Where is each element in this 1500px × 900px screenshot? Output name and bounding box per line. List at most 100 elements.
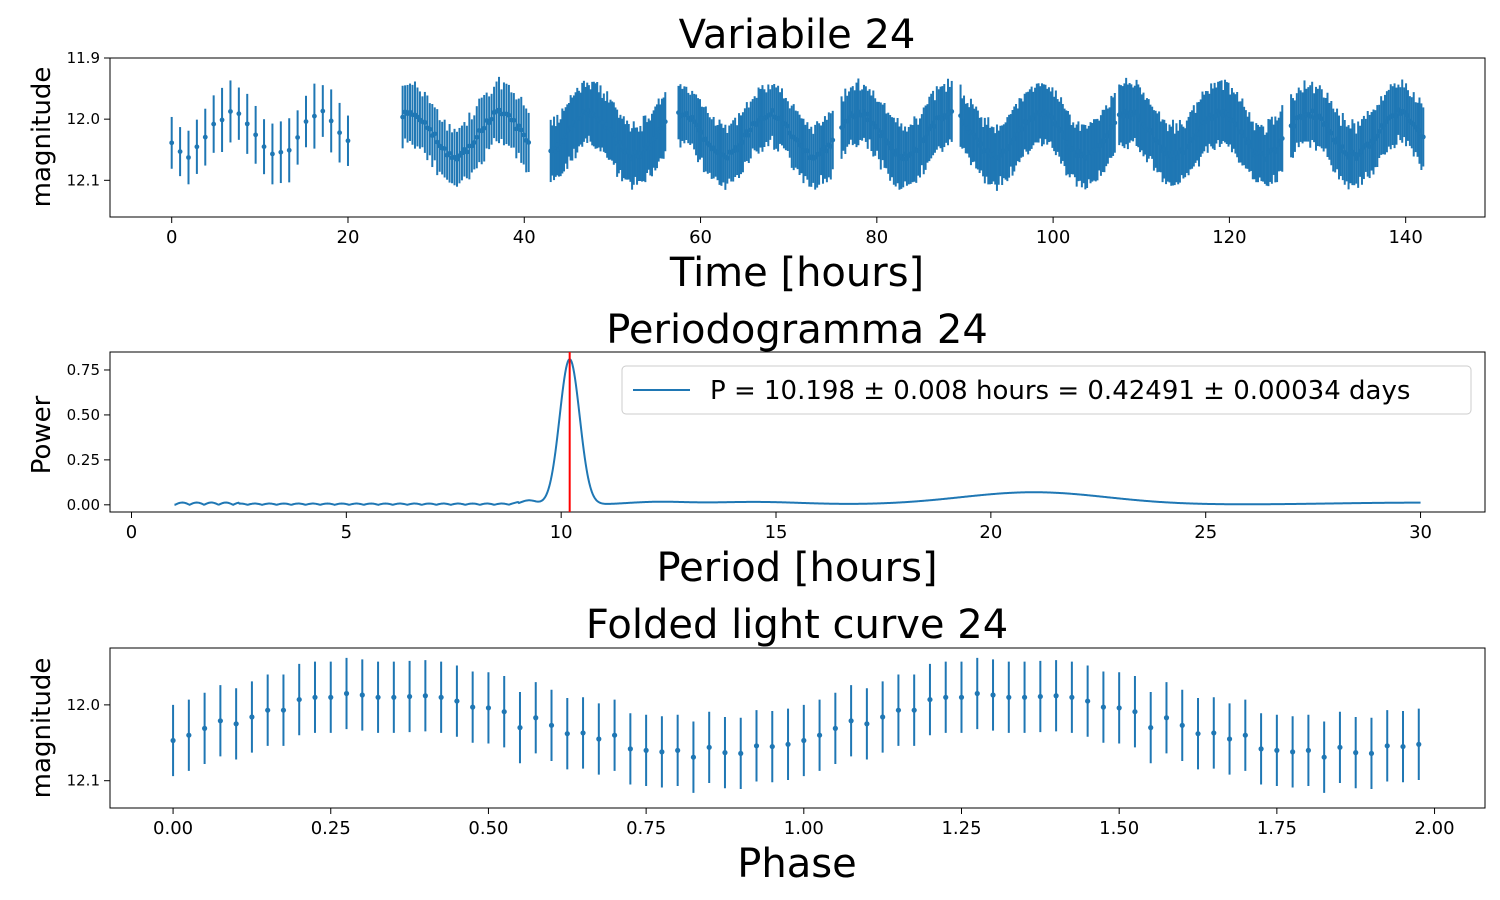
data-point: [496, 107, 502, 113]
folded-curve-panel: Folded light curve 24 0.00 0.25 0.50 0.75 1.…: [27, 602, 1486, 887]
data-point: [706, 744, 712, 750]
data-point: [526, 140, 532, 145]
x-tick-label: 0.75: [626, 818, 666, 839]
data-point: [459, 150, 465, 156]
x-tick-label: 1.50: [1099, 818, 1139, 839]
x-tick-label: 140: [1388, 227, 1422, 248]
x-tick-label: 1.25: [941, 818, 981, 839]
data-point: [236, 111, 242, 117]
data-point: [343, 690, 350, 697]
legend-entry: P = 10.198 ± 0.008 hours = 0.42491 ± 0.0…: [710, 376, 1410, 406]
data-point: [469, 143, 475, 149]
data-point: [438, 694, 444, 700]
periodogram-x-ticks: 0 5 10 15 20 25 30: [126, 512, 1432, 543]
y-tick-label: 0.75: [67, 361, 100, 379]
periodogram-x-label: Period [hours]: [656, 545, 937, 591]
data-point: [501, 709, 507, 715]
folded-curve-x-ticks: 0.00 0.25 0.50 0.75 1.00 1.25 1.50 1.75 2.00: [153, 808, 1455, 839]
data-point: [359, 692, 365, 698]
data-point: [422, 120, 428, 125]
data-point: [564, 731, 570, 737]
data-point: [533, 715, 539, 721]
data-point: [177, 149, 183, 155]
data-point: [471, 139, 477, 145]
data-point: [328, 118, 334, 124]
data-point: [217, 718, 223, 724]
data-point: [1226, 736, 1233, 742]
data-point: [516, 123, 522, 129]
data-point: [391, 694, 397, 700]
folded-curve-title: Folded light curve 24: [586, 602, 1008, 648]
data-point: [312, 113, 317, 119]
data-point: [320, 108, 326, 114]
x-tick-label: 1.00: [784, 818, 824, 839]
data-point: [801, 737, 807, 744]
data-point: [627, 746, 633, 752]
x-tick-label: 0: [126, 522, 137, 543]
light-curve-data: [169, 76, 1426, 191]
periodogram-legend: P = 10.198 ± 0.008 hours = 0.42491 ± 0.0…: [621, 365, 1472, 415]
data-point: [611, 732, 618, 738]
x-tick-label: 2.00: [1415, 818, 1455, 839]
folded-curve-axes: [109, 647, 1486, 809]
data-point: [990, 692, 996, 698]
data-point: [1053, 693, 1059, 699]
data-point: [286, 147, 292, 153]
data-point: [1368, 750, 1375, 757]
legend-frame: [621, 365, 1472, 415]
data-point: [280, 707, 287, 713]
data-point: [427, 126, 433, 132]
periodogram-panel: Periodogramma 24 0 5 10 15 20 25 30 0.000.250.…: [27, 307, 1486, 591]
data-point: [1021, 694, 1028, 700]
data-point: [434, 139, 440, 145]
x-tick-label: 25: [1194, 522, 1217, 543]
data-point: [1305, 747, 1311, 753]
data-point: [785, 741, 791, 747]
data-point: [219, 117, 225, 123]
data-point: [753, 743, 760, 749]
light-curve-x-ticks: 0 20 40 60 80 100 120 140: [166, 217, 1423, 248]
periodogram-y-label: Power: [27, 395, 57, 474]
light-curve-panel: Variabile 24 0 20 40 60 80 100 120 140 11.9 12.0…: [27, 12, 1486, 296]
data-point: [270, 151, 275, 157]
data-point: [485, 705, 492, 711]
data-point: [169, 140, 175, 146]
data-point: [447, 150, 452, 156]
data-point: [328, 694, 334, 700]
data-point: [848, 718, 854, 724]
x-tick-label: 30: [1409, 522, 1432, 543]
data-point: [738, 750, 744, 757]
data-point: [830, 137, 836, 143]
data-point: [265, 707, 271, 713]
data-point: [511, 117, 517, 123]
light-curve-y-label: magnitude: [27, 67, 57, 208]
data-point: [927, 696, 933, 703]
data-point: [974, 690, 980, 697]
data-point: [211, 121, 217, 127]
data-point: [1321, 754, 1327, 760]
data-point: [1132, 709, 1138, 715]
data-point: [345, 138, 351, 144]
data-point: [481, 125, 487, 131]
data-point: [489, 116, 494, 122]
data-point: [400, 114, 406, 120]
data-point: [643, 747, 649, 753]
y-tick-label: 11.9: [67, 49, 100, 67]
periodogram-line: [174, 357, 1421, 506]
data-point: [1290, 749, 1296, 755]
data-point: [580, 730, 586, 736]
y-tick-label: 0.25: [67, 451, 100, 469]
x-tick-label: 100: [1036, 227, 1070, 248]
data-point: [521, 132, 527, 138]
data-point: [943, 694, 949, 700]
data-point: [1420, 134, 1426, 140]
folded-curve-y-ticks: 12.0 12.1: [67, 696, 110, 790]
data-point: [1163, 715, 1170, 721]
data-point: [769, 743, 775, 750]
data-point: [1179, 722, 1185, 728]
x-tick-label: 80: [865, 227, 888, 248]
x-tick-label: 40: [513, 227, 536, 248]
data-point: [1148, 725, 1154, 731]
data-point: [662, 119, 668, 125]
